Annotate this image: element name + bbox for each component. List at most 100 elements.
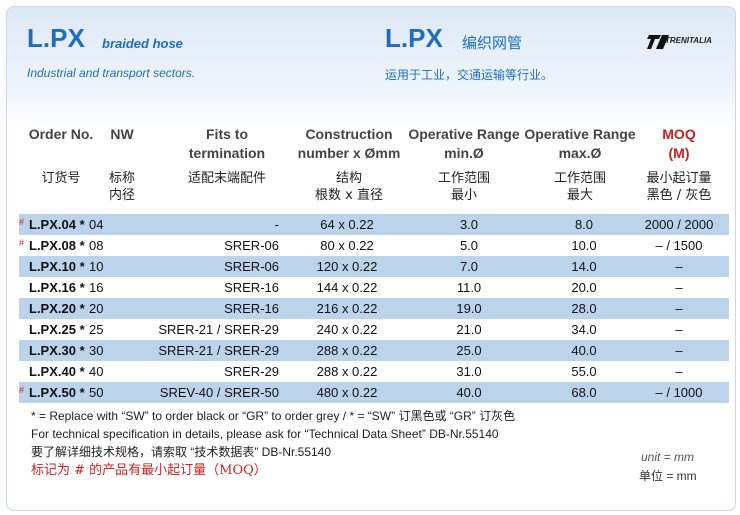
moq-value: – <box>675 322 683 337</box>
logo-text: TRENITALIA <box>665 36 712 45</box>
product-table: # L.PX.04 * 04-64 x 0.22 3.0 8.0 2000 / 2000 #… <box>19 214 729 403</box>
moq-value: – / 1000 <box>655 385 703 400</box>
fits-termination: SRER-16 <box>224 301 279 316</box>
trenitalia-logo-icon <box>647 35 669 49</box>
col-order-en: Order No. <box>28 126 94 142</box>
col-nw-cn: 标称 内径 <box>108 171 135 203</box>
order-number: L.PX.20 * <box>29 301 85 316</box>
range-min: 31.0 <box>456 364 482 379</box>
sector-en: Industrial and transport sectors. <box>27 66 196 80</box>
fits-termination: SREV-40 / SRER-50 <box>159 385 279 400</box>
nominal-width: 04 <box>89 217 104 232</box>
order-number: L.PX.16 * <box>29 280 85 295</box>
nominal-width: 25 <box>89 322 104 337</box>
subtitle-cn: 编织网管 <box>462 35 523 52</box>
construction: 288 x 0.22 <box>316 364 378 379</box>
order-number: L.PX.08 * <box>29 238 85 253</box>
fits-termination: SRER-16 <box>224 280 279 295</box>
range-min: 5.0 <box>459 238 479 253</box>
col-moq-en: MOQ (M) <box>662 126 696 161</box>
nominal-width: 10 <box>89 259 104 274</box>
range-max: 28.0 <box>571 301 597 316</box>
title-en: L.PX <box>27 23 85 53</box>
nominal-width: 40 <box>89 364 104 379</box>
note-moq: 标记为 # 的产品有最小起订量（MOQ） <box>31 463 267 478</box>
range-max: 40.0 <box>571 343 597 358</box>
construction: 480 x 0.22 <box>316 385 378 400</box>
note-replace: * = Replace with “SW” to order black or … <box>31 409 516 423</box>
fits-termination: SRER-06 <box>224 259 279 274</box>
moq-value: – <box>675 343 683 358</box>
range-min: 7.0 <box>459 259 479 274</box>
range-max: 14.0 <box>571 259 597 274</box>
moq-value: 2000 / 2000 <box>644 217 714 232</box>
table-row: L.PX.10 * 10 SRER-06 120 x 0.22 7.0 14.0 – <box>19 256 729 277</box>
fits-termination: SRER-21 / SRER-29 <box>158 343 279 358</box>
range-max: 34.0 <box>571 322 597 337</box>
nominal-width: 20 <box>89 301 104 316</box>
table-row: L.PX.16 * 16 SRER-16 144 x 0.22 11.0 20.0 – <box>19 277 729 298</box>
col-fits-cn: 适配末端配件 <box>187 171 266 186</box>
moq-mark: # <box>19 238 25 248</box>
order-number: L.PX.30 * <box>29 343 85 358</box>
col-moq-cn: 最小起订量 黑色 / 灰色 <box>646 171 712 203</box>
fits-termination: - <box>274 217 279 232</box>
nominal-width: 30 <box>89 343 104 358</box>
col-min-en: Operative Range min.Ø <box>408 126 520 161</box>
range-min: 40.0 <box>456 385 482 400</box>
note-tech-en: For technical specification in details, … <box>31 427 499 441</box>
nominal-width: 08 <box>89 238 104 253</box>
range-max: 8.0 <box>574 217 594 232</box>
nominal-width: 16 <box>89 280 104 295</box>
unit-cn: 单位 = mm <box>639 469 697 483</box>
range-max: 68.0 <box>571 385 597 400</box>
range-max: 10.0 <box>571 238 597 253</box>
order-number: L.PX.25 * <box>29 322 85 337</box>
fits-termination: SRER-21 / SRER-29 <box>158 322 279 337</box>
col-cons-en: Construction number x Ømm <box>297 126 401 161</box>
construction: 216 x 0.22 <box>316 301 378 316</box>
unit-en: unit = mm <box>641 450 695 464</box>
title-cn: L.PX <box>385 23 443 53</box>
construction: 144 x 0.22 <box>316 280 378 295</box>
range-max: 20.0 <box>571 280 597 295</box>
range-min: 21.0 <box>456 322 482 337</box>
table-row: L.PX.30 * 30 SRER-21 / SRER-29 288 x 0.22 25… <box>19 340 729 361</box>
order-number: L.PX.40 * <box>29 364 85 379</box>
footnotes: * = Replace with “SW” to order black or … <box>31 407 515 480</box>
range-min: 3.0 <box>459 217 479 232</box>
moq-value: – <box>675 280 683 295</box>
col-order-cn: 订货号 <box>41 171 81 186</box>
construction: 80 x 0.22 <box>320 238 374 253</box>
subtitle-en: braided hose <box>102 36 183 51</box>
table-row: # L.PX.50 * 50 SREV-40 / SRER-50 480 x 0.22 4… <box>19 382 729 403</box>
col-fits-en: Fits to termination <box>188 126 266 161</box>
col-max-cn: 工作范围 最大 <box>553 171 606 203</box>
range-max: 55.0 <box>571 364 597 379</box>
order-number: L.PX.04 * <box>29 217 85 232</box>
col-max-en: Operative Range max.Ø <box>524 126 636 161</box>
moq-value: – <box>675 259 683 274</box>
col-min-cn: 工作范围 最小 <box>437 171 490 203</box>
range-min: 19.0 <box>456 301 482 316</box>
col-nw-en: NW <box>110 126 134 142</box>
col-cons-cn: 结构 根数 x 直径 <box>315 171 383 203</box>
table-row: # L.PX.08 * 08 SRER-06 80 x 0.22 5.0 10.0 – / 1… <box>19 235 729 256</box>
moq-value: – <box>675 364 683 379</box>
construction: 120 x 0.22 <box>316 259 378 274</box>
construction: 288 x 0.22 <box>316 343 378 358</box>
range-min: 11.0 <box>456 280 482 295</box>
construction: 240 x 0.22 <box>316 322 378 337</box>
moq-mark: # <box>19 217 25 227</box>
moq-value: – / 1500 <box>655 238 703 253</box>
fits-termination: SRER-29 <box>224 364 279 379</box>
moq-value: – <box>675 301 683 316</box>
table-row: L.PX.25 * 25 SRER-21 / SRER-29 240 x 0.22 21… <box>19 319 729 340</box>
sector-cn: 运用于工业，交通运输等行业。 <box>385 68 554 82</box>
product-card: L.PX braided hose Industrial and transpo… <box>6 6 736 511</box>
fits-termination: SRER-06 <box>224 238 279 253</box>
order-number: L.PX.10 * <box>29 259 85 274</box>
note-tech-cn: 要了解详细技术规格，请索取 “技术数据表” DB-Nr.55140 <box>31 445 332 459</box>
table-row: L.PX.40 * 40 SRER-29 288 x 0.22 31.0 55.0 – <box>19 361 729 382</box>
nominal-width: 50 <box>89 385 104 400</box>
